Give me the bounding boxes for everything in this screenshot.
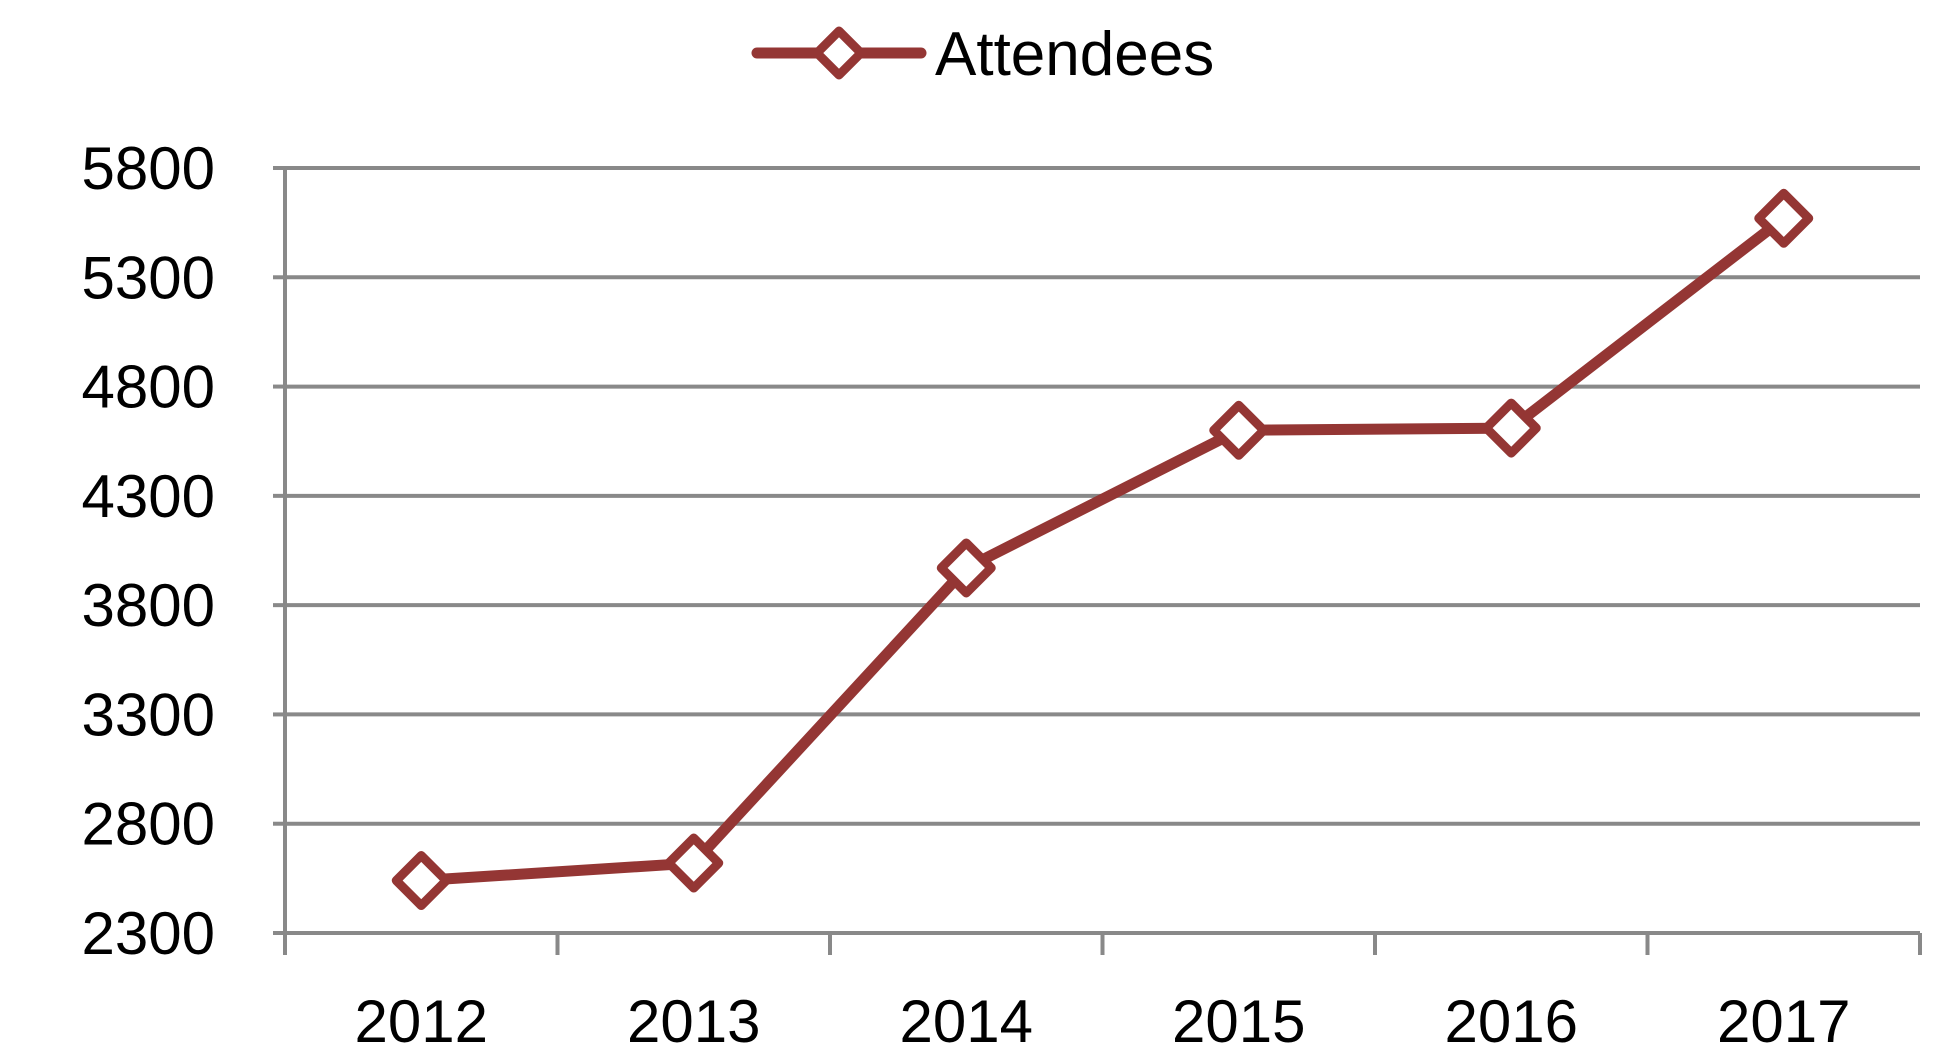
legend-diamond-marker [812,26,866,80]
x-tick-label: 2014 [900,988,1033,1046]
axes [273,166,1922,955]
y-tick-label: 4300 [82,463,215,530]
y-tick-label: 3800 [82,572,215,639]
y-tick-label: 5300 [82,244,215,311]
x-tick-label: 2016 [1445,988,1578,1046]
legend: Attendees [751,20,1214,89]
data-point-marker [1481,398,1541,458]
x-axis-ticks: 2012 2013 2014 2015 2016 2017 [355,988,1851,1046]
gridlines [285,166,1920,826]
y-tick-label: 2800 [82,791,215,858]
y-axis-ticks: 2300 2800 3300 3800 4300 4800 5300 5800 [82,135,215,967]
data-point-marker [1754,188,1814,248]
y-tick-label: 2300 [82,900,215,967]
data-point-marker [936,538,996,598]
y-tick-label: 5800 [82,135,215,202]
x-tick-label: 2017 [1717,988,1850,1046]
x-tick-label: 2012 [355,988,488,1046]
x-tick-label: 2015 [1172,988,1305,1046]
data-point-marker [391,851,451,911]
y-tick-label: 4800 [82,354,215,421]
y-tick-label: 3300 [82,681,215,748]
data-point-marker [1209,400,1269,460]
series-line [420,213,1788,887]
legend-label: Attendees [935,20,1214,89]
series [391,188,1814,911]
data-point-marker [664,833,724,893]
x-tick-label: 2013 [627,988,760,1046]
